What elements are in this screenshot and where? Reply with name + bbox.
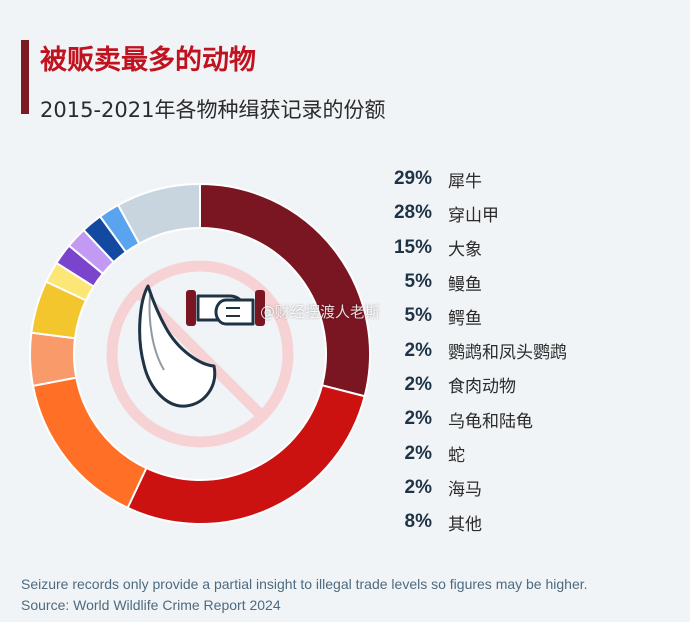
prohibited-sign-icon — [106, 260, 294, 448]
legend-percent: 2% — [404, 408, 432, 430]
chart-legend: 29% 犀牛 28% 穿山甲 15% 大象 5% 鳗鱼 5% 鳄鱼 2% 鹦鹉和凤头鹦鹉 2% 食肉动物 2… — [382, 162, 682, 539]
legend-item: 8% 其他 — [382, 505, 682, 539]
legend-percent: 5% — [404, 305, 432, 327]
legend-percent: 2% — [404, 373, 432, 395]
legend-label: 大象 — [448, 240, 482, 261]
legend-label: 海马 — [448, 480, 482, 501]
legend-percent: 2% — [404, 339, 432, 361]
legend-percent: 2% — [404, 442, 432, 464]
rhino-horn-icon — [138, 284, 217, 408]
legend-item: 29% 犀牛 — [382, 162, 682, 196]
donut-slice-3 — [29, 331, 78, 388]
legend-percent: 2% — [404, 476, 432, 498]
donut-chart — [29, 182, 371, 525]
legend-percent: 5% — [404, 271, 432, 293]
legend-label: 鳗鱼 — [448, 274, 482, 295]
footnote: Seizure records only provide a partial i… — [21, 576, 588, 592]
legend-label: 犀牛 — [448, 171, 482, 192]
legend-item: 2% 食肉动物 — [382, 368, 682, 402]
legend-label: 蛇 — [448, 446, 465, 467]
legend-label: 鹦鹉和凤头鹦鹉 — [448, 343, 567, 364]
handcuffs-icon — [186, 290, 265, 326]
donut-slices — [29, 182, 371, 525]
legend-item: 2% 海马 — [382, 471, 682, 505]
watermark-text: @财经摆渡人老斯 — [260, 303, 381, 321]
legend-item: 2% 鹦鹉和凤头鹦鹉 — [382, 333, 682, 367]
legend-item: 5% 鳄鱼 — [382, 299, 682, 333]
legend-percent: 8% — [404, 511, 432, 533]
donut-slice-10 — [116, 182, 201, 245]
legend-item: 28% 穿山甲 — [382, 196, 682, 230]
chart-subtitle: 2015-2021年各物种缉获记录的份额 — [40, 98, 386, 122]
title-accent-bar — [21, 40, 29, 114]
legend-item: 2% 蛇 — [382, 436, 682, 470]
legend-label: 食肉动物 — [448, 377, 516, 398]
legend-label: 穿山甲 — [448, 205, 499, 226]
legend-label: 乌龟和陆龟 — [448, 411, 533, 432]
legend-item: 5% 鳗鱼 — [382, 265, 682, 299]
legend-percent: 28% — [393, 202, 432, 224]
legend-item: 15% 大象 — [382, 231, 682, 265]
legend-label: 其他 — [448, 514, 482, 535]
legend-percent: 15% — [393, 236, 432, 258]
legend-label: 鳄鱼 — [448, 308, 482, 329]
legend-item: 2% 乌龟和陆龟 — [382, 402, 682, 436]
chart-title: 被贩卖最多的动物 — [40, 45, 256, 76]
legend-percent: 29% — [393, 168, 432, 190]
source-note: Source: World Wildlife Crime Report 2024 — [21, 597, 281, 613]
